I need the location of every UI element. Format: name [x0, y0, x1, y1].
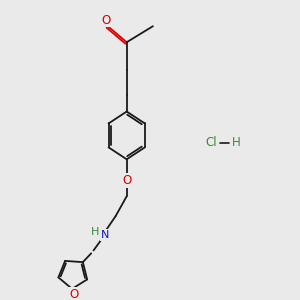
Text: N: N — [101, 230, 109, 240]
Text: O: O — [102, 14, 111, 27]
Text: O: O — [69, 288, 78, 300]
Text: H: H — [232, 136, 240, 149]
Text: Cl: Cl — [205, 136, 217, 149]
Text: O: O — [122, 174, 131, 187]
Text: H: H — [91, 227, 99, 237]
